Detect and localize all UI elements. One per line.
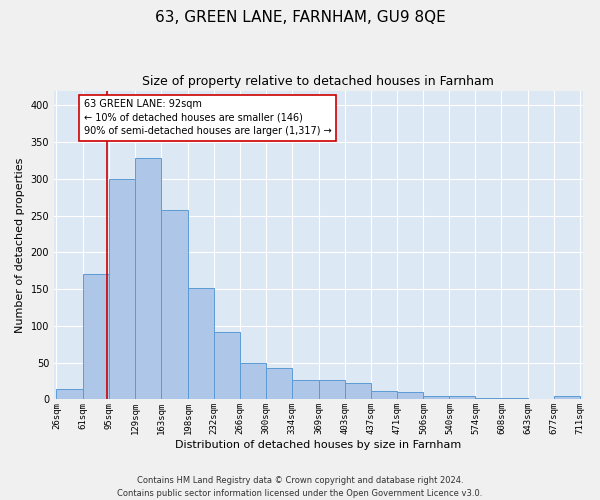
Bar <box>188 288 214 400</box>
Bar <box>214 332 240 400</box>
Bar <box>502 398 528 400</box>
Bar <box>397 392 424 400</box>
Bar <box>83 274 109 400</box>
Bar <box>109 179 135 400</box>
Bar <box>528 398 554 400</box>
Bar <box>344 383 371 400</box>
Bar <box>449 396 475 400</box>
X-axis label: Distribution of detached houses by size in Farnham: Distribution of detached houses by size … <box>175 440 461 450</box>
Bar <box>475 398 502 400</box>
Bar <box>135 158 161 400</box>
Bar <box>554 396 580 400</box>
Bar <box>424 396 449 400</box>
Text: Contains HM Land Registry data © Crown copyright and database right 2024.
Contai: Contains HM Land Registry data © Crown c… <box>118 476 482 498</box>
Y-axis label: Number of detached properties: Number of detached properties <box>15 158 25 332</box>
Text: 63, GREEN LANE, FARNHAM, GU9 8QE: 63, GREEN LANE, FARNHAM, GU9 8QE <box>155 10 445 25</box>
Title: Size of property relative to detached houses in Farnham: Size of property relative to detached ho… <box>142 75 494 88</box>
Bar <box>266 368 292 400</box>
Bar <box>56 389 83 400</box>
Bar <box>371 392 397 400</box>
Bar <box>240 362 266 400</box>
Bar <box>319 380 344 400</box>
Bar <box>292 380 319 400</box>
Text: 63 GREEN LANE: 92sqm
← 10% of detached houses are smaller (146)
90% of semi-deta: 63 GREEN LANE: 92sqm ← 10% of detached h… <box>84 100 332 136</box>
Bar <box>161 210 188 400</box>
